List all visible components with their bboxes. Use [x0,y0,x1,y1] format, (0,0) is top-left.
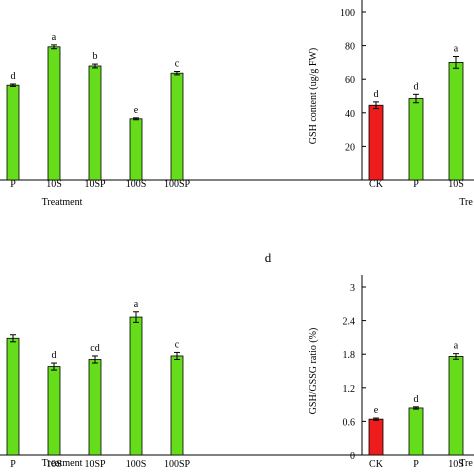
bar-10S [448,62,464,181]
x-tick-label: 100S [126,179,147,190]
bar-10S [448,356,464,456]
y-tick-label: 60 [345,75,355,86]
x-axis-label: Treatment [42,458,83,469]
bar-P [6,337,20,456]
significance-letter: d [414,81,419,92]
y-tick-label: 80 [345,42,355,53]
y-axis-label: GSH content (ug/g FW) [308,48,319,144]
y-tick-label: 1.8 [343,350,356,361]
y-axis-label: GSH/GSSG ratio (%) [308,328,319,415]
significance-letter: e [374,405,379,416]
x-tick-label: 10SP [84,459,106,470]
x-tick-label: 10S [46,459,62,470]
significance-letter: d [11,71,16,82]
significance-letter: a [454,341,459,352]
significance-letter: a [454,44,459,55]
significance-letter: d [414,394,419,405]
bar-100SP [170,72,184,181]
significance-letter: d [374,89,379,100]
x-axis-label: Tre [459,197,473,208]
significance-letter: cd [90,343,99,354]
bar-100S [129,316,143,456]
y-tick-label: 3 [350,283,355,294]
x-tick-label: P [10,179,16,190]
bar-P [408,98,424,181]
x-tick-label: 10S [448,459,464,470]
panel-letter: d [265,250,272,265]
x-tick-label: P [413,459,419,470]
bar-100S [129,118,143,181]
x-axis-label: Treatment [42,197,83,208]
chart-bottom-right: 0 0.6 1.2 1.8 2.4 3 GSH/GSSG ratio (%) e CK d Pa 10… [308,275,474,470]
bar-10S [47,366,61,456]
significance-letter: c [175,59,180,70]
x-tick-label: 100S [126,459,147,470]
bar-100SP [170,355,184,456]
bar-10SP [88,359,102,456]
x-tick-label: CK [369,459,384,470]
x-tick-label: P [413,179,419,190]
bar-10SP [88,65,102,181]
bar-CK [368,418,384,456]
x-tick-label: CK [369,179,384,190]
significance-letter: e [134,105,139,116]
x-tick-label: P [10,459,16,470]
significance-letter: c [175,339,180,350]
bar-10S [47,46,61,181]
x-tick-label: 10S [448,179,464,190]
significance-letter: a [134,299,139,310]
bar-CK [368,104,384,181]
x-tick-label: 100SP [164,179,191,190]
y-tick-label: 100 [340,8,355,19]
x-tick-label: 10SP [84,179,106,190]
y-tick-label: 40 [345,109,355,120]
y-tick-label: 1.2 [343,384,356,395]
y-tick-label: 0.6 [343,417,356,428]
bar-P [6,84,20,181]
x-axis-label: Tre [459,458,473,469]
x-tick-label: 10S [46,179,62,190]
y-tick-label: 20 [345,142,355,153]
significance-letter: d [52,350,57,361]
chart-top-right: 20 40 60 80 100 GSH content (ug/g FW) d CK d Pa 10… [308,0,474,208]
x-tick-label: 100SP [164,459,191,470]
significance-letter: a [52,32,57,43]
y-tick-label: 2.4 [343,317,356,328]
bar-P [408,407,424,456]
significance-letter: b [93,51,98,62]
y-tick-label: 0 [350,451,355,462]
